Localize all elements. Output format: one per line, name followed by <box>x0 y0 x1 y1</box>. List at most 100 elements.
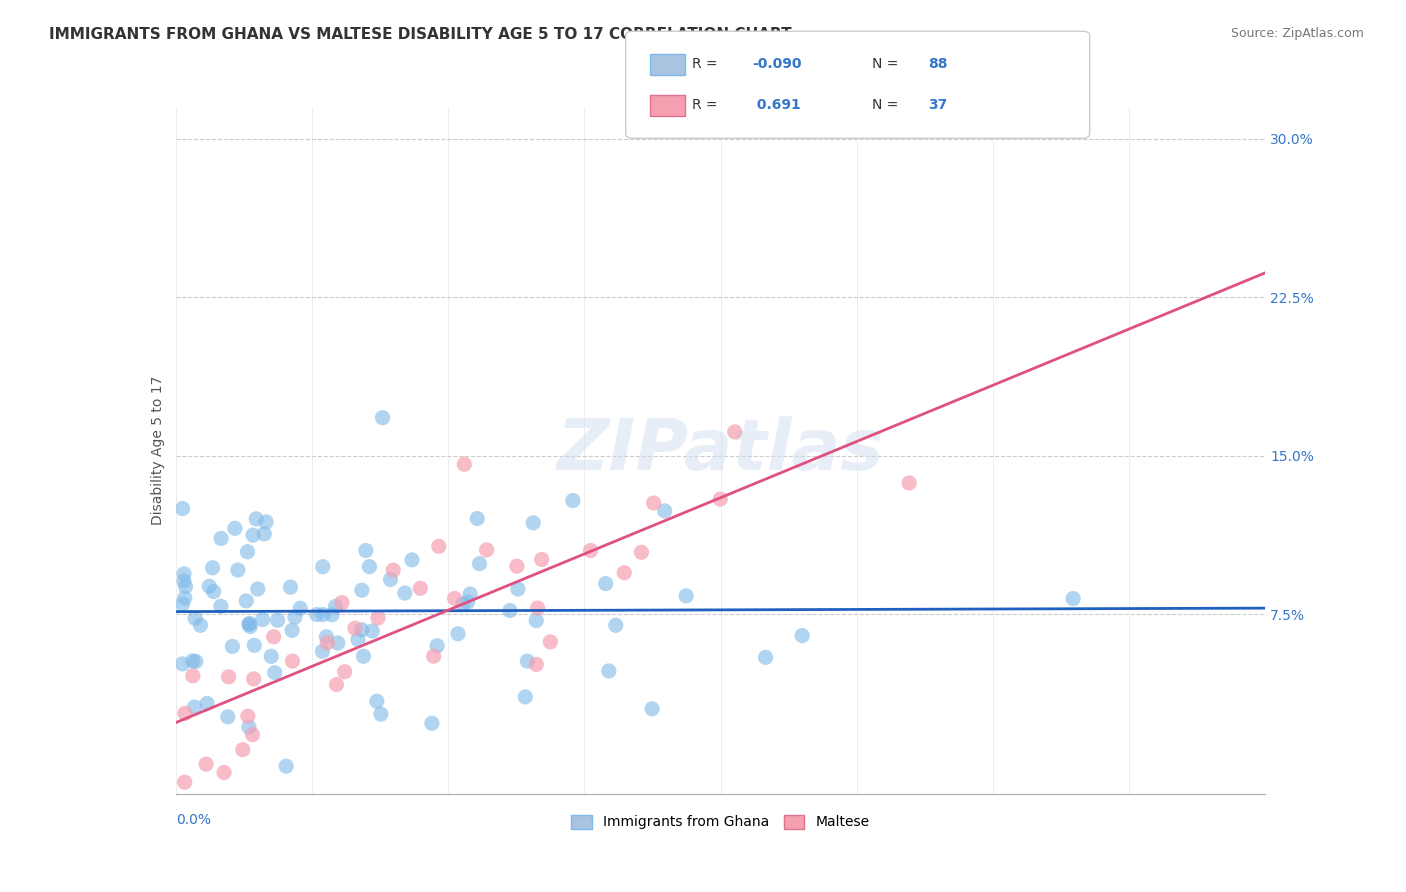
Maltese <box>453 457 475 471</box>
Immigrants from Ghana <box>226 563 249 577</box>
Immigrants from Ghana <box>217 710 239 724</box>
Immigrants from Ghana <box>524 614 547 628</box>
Immigrants from Ghana <box>321 607 343 622</box>
Immigrants from Ghana <box>260 649 283 664</box>
Maltese <box>524 657 547 672</box>
Immigrants from Ghana <box>184 655 207 669</box>
Immigrants from Ghana <box>675 589 697 603</box>
Text: N =: N = <box>872 57 903 71</box>
Maltese <box>526 601 548 615</box>
Immigrants from Ghana <box>447 626 470 640</box>
Immigrants from Ghana <box>173 566 195 581</box>
Maltese <box>409 582 432 596</box>
Maltese <box>218 670 240 684</box>
Text: 88: 88 <box>928 57 948 71</box>
Immigrants from Ghana <box>350 623 373 637</box>
Immigrants from Ghana <box>184 611 207 625</box>
Text: -0.090: -0.090 <box>752 57 801 71</box>
Immigrants from Ghana <box>561 493 583 508</box>
Maltese <box>630 545 652 559</box>
Immigrants from Ghana <box>198 579 221 593</box>
Text: IMMIGRANTS FROM GHANA VS MALTESE DISABILITY AGE 5 TO 17 CORRELATION CHART: IMMIGRANTS FROM GHANA VS MALTESE DISABIL… <box>49 27 792 42</box>
Immigrants from Ghana <box>426 639 449 653</box>
Text: N =: N = <box>872 98 903 112</box>
Text: Source: ZipAtlas.com: Source: ZipAtlas.com <box>1230 27 1364 40</box>
Maltese <box>212 765 235 780</box>
Immigrants from Ghana <box>499 603 522 617</box>
Immigrants from Ghana <box>654 504 676 518</box>
Maltese <box>422 649 444 664</box>
Immigrants from Ghana <box>183 700 205 714</box>
Immigrants from Ghana <box>253 527 276 541</box>
Maltese <box>538 635 561 649</box>
Maltese <box>333 665 356 679</box>
Immigrants from Ghana <box>245 512 267 526</box>
Text: ZIPatlas: ZIPatlas <box>557 416 884 485</box>
Immigrants from Ghana <box>359 559 381 574</box>
Immigrants from Ghana <box>201 561 224 575</box>
Immigrants from Ghana <box>516 654 538 668</box>
Immigrants from Ghana <box>312 559 335 574</box>
Maltese <box>443 591 465 606</box>
Text: R =: R = <box>692 57 721 71</box>
Maltese <box>174 706 197 721</box>
Immigrants from Ghana <box>506 582 529 596</box>
Immigrants from Ghana <box>312 607 335 622</box>
Immigrants from Ghana <box>172 597 194 611</box>
Immigrants from Ghana <box>252 612 274 626</box>
Immigrants from Ghana <box>209 599 232 614</box>
Immigrants from Ghana <box>236 545 259 559</box>
Maltese <box>367 611 389 625</box>
Legend: Immigrants from Ghana, Maltese: Immigrants from Ghana, Maltese <box>567 809 875 835</box>
Maltese <box>382 563 405 577</box>
Immigrants from Ghana <box>595 576 617 591</box>
Immigrants from Ghana <box>280 580 302 594</box>
Immigrants from Ghana <box>242 528 264 542</box>
Maltese <box>316 636 339 650</box>
Y-axis label: Disability Age 5 to 17: Disability Age 5 to 17 <box>150 376 165 525</box>
Immigrants from Ghana <box>209 532 232 546</box>
Immigrants from Ghana <box>172 501 194 516</box>
Immigrants from Ghana <box>202 584 225 599</box>
Immigrants from Ghana <box>221 640 243 654</box>
Text: 0.691: 0.691 <box>752 98 801 112</box>
Immigrants from Ghana <box>354 543 377 558</box>
Maltese <box>181 669 204 683</box>
Immigrants from Ghana <box>315 630 337 644</box>
Immigrants from Ghana <box>755 650 778 665</box>
Immigrants from Ghana <box>350 583 373 598</box>
Immigrants from Ghana <box>394 586 416 600</box>
Immigrants from Ghana <box>401 553 423 567</box>
Immigrants from Ghana <box>239 619 262 633</box>
Immigrants from Ghana <box>174 580 197 594</box>
Immigrants from Ghana <box>238 720 260 734</box>
Maltese <box>242 728 264 742</box>
Immigrants from Ghana <box>263 665 285 680</box>
Immigrants from Ghana <box>181 654 204 668</box>
Maltese <box>263 630 285 644</box>
Maltese <box>613 566 636 580</box>
Immigrants from Ghana <box>457 595 479 609</box>
Immigrants from Ghana <box>347 632 370 647</box>
Immigrants from Ghana <box>311 644 333 658</box>
Immigrants from Ghana <box>451 597 474 611</box>
Maltese <box>579 543 602 558</box>
Text: R =: R = <box>692 98 721 112</box>
Immigrants from Ghana <box>173 591 195 605</box>
Maltese <box>343 621 366 635</box>
Immigrants from Ghana <box>276 759 298 773</box>
Immigrants from Ghana <box>468 557 491 571</box>
Maltese <box>173 775 195 789</box>
Immigrants from Ghana <box>515 690 537 704</box>
Immigrants from Ghana <box>353 649 375 664</box>
Immigrants from Ghana <box>254 515 277 529</box>
Immigrants from Ghana <box>370 707 392 722</box>
Immigrants from Ghana <box>420 716 443 731</box>
Immigrants from Ghana <box>290 601 312 615</box>
Maltese <box>724 425 747 439</box>
Immigrants from Ghana <box>1062 591 1084 606</box>
Maltese <box>242 672 264 686</box>
Immigrants from Ghana <box>281 624 304 638</box>
Immigrants from Ghana <box>792 629 814 643</box>
Immigrants from Ghana <box>266 613 288 627</box>
